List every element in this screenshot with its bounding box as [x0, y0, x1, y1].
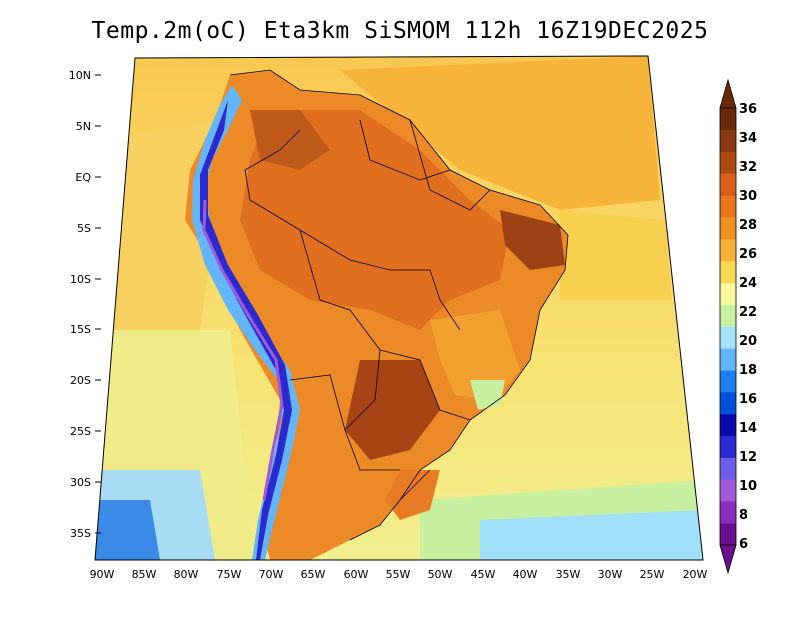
- colorbar-swatch: [720, 260, 736, 284]
- colorbar-max-arrow: [719, 78, 737, 109]
- hot-core-paraguay: [345, 360, 440, 460]
- colorbar-swatch: [720, 413, 736, 437]
- lat-label: 30S: [70, 476, 91, 489]
- lon-label: 20W: [683, 568, 708, 581]
- lon-label: 70W: [259, 568, 284, 581]
- lat-label: 5S: [77, 222, 91, 235]
- colorbar-label: 34: [739, 131, 757, 146]
- colorbar-label: 16: [739, 392, 757, 407]
- colorbar-min-arrow: [719, 544, 737, 575]
- lat-label: 35S: [70, 527, 91, 540]
- colorbar-label: 20: [739, 334, 757, 349]
- lon-label: 65W: [301, 568, 326, 581]
- lon-label: 35W: [556, 568, 581, 581]
- colorbar-swatch: [720, 239, 736, 262]
- colorbar-swatches: [719, 107, 737, 546]
- colorbar-label: 30: [739, 189, 757, 204]
- lon-label: 75W: [217, 568, 242, 581]
- colorbar-label: 28: [739, 218, 757, 233]
- colorbar-swatch: [720, 435, 736, 458]
- colorbar-label: 12: [739, 450, 757, 465]
- colorbar-swatch: [720, 129, 736, 152]
- map-title: Temp.2m(oC) Eta3km SiSMOM 112h 16Z19DEC2…: [91, 18, 709, 44]
- colorbar-swatch: [720, 392, 736, 415]
- colorbar-label: 8: [739, 508, 748, 523]
- political-boundaries: [229, 69, 569, 541]
- cool-south-atlantic-region: [480, 510, 703, 560]
- colorbar-label: 36: [739, 102, 757, 117]
- lon-label: 30W: [598, 568, 623, 581]
- colorbar-swatch: [720, 457, 736, 480]
- colorbar-swatch: [720, 173, 736, 196]
- colorbar-label: 24: [739, 276, 757, 291]
- andes-cold-band: [192, 85, 300, 560]
- atlantic-mid-region: [560, 210, 672, 300]
- colorbar-label: 10: [739, 479, 757, 494]
- colorbar-swatch: [720, 195, 736, 218]
- colorbar-label: 22: [739, 305, 757, 320]
- colorbar-label: 18: [739, 363, 757, 378]
- hot-core-northeast: [500, 210, 565, 270]
- cold-pacific-region: [95, 500, 160, 560]
- colorbar-swatch: [720, 501, 736, 524]
- colorbar-label: 26: [739, 247, 757, 262]
- lon-label: 90W: [90, 568, 115, 581]
- colorbar-swatch: [720, 348, 736, 371]
- highland-cool-spot: [470, 380, 505, 410]
- lon-label: 40W: [513, 568, 538, 581]
- lon-label: 55W: [386, 568, 411, 581]
- andes-summit-line: [202, 199, 284, 501]
- atlantic-warm-region: [340, 56, 660, 210]
- central-plateau-region: [430, 310, 520, 400]
- colorbar-swatch: [720, 282, 736, 305]
- lat-label: 10S: [70, 273, 91, 286]
- lat-label: 20S: [70, 374, 91, 387]
- lat-label: 5N: [76, 120, 91, 133]
- colorbar: 36 34 32 30 28 26 24 22 20 18 16 14 12 1…: [719, 78, 757, 575]
- colorbar-swatch: [720, 523, 736, 546]
- colorbar-swatch: [720, 151, 736, 174]
- longitude-axis: 90W 85W 80W 75W 70W 65W 60W 55W 50W 45W …: [90, 568, 708, 581]
- lat-label: 25S: [70, 425, 91, 438]
- lon-label: 85W: [132, 568, 157, 581]
- colorbar-label: 6: [739, 537, 748, 552]
- lon-label: 80W: [174, 568, 199, 581]
- map-panel[interactable]: [90, 50, 710, 570]
- colorbar-swatch: [720, 108, 736, 131]
- lon-label: 25W: [640, 568, 665, 581]
- colorbar-label: 32: [739, 160, 757, 175]
- colorbar-swatch: [720, 479, 736, 502]
- lon-label: 60W: [344, 568, 369, 581]
- lat-label: EQ: [75, 171, 91, 184]
- map-frame: [94, 55, 704, 561]
- lat-label: 15S: [70, 323, 91, 336]
- colorbar-swatch: [720, 217, 736, 240]
- lon-label: 45W: [471, 568, 496, 581]
- colorbar-swatch: [720, 326, 736, 349]
- colorbar-label: 14: [739, 421, 757, 436]
- south-warm-region: [385, 470, 440, 520]
- latitude-axis: 10N 5N EQ 5S 10S 15S 20S 25S 30S 35S: [69, 69, 101, 540]
- lat-label: 10N: [69, 69, 91, 82]
- colorbar-swatch: [720, 304, 736, 327]
- colorbar-swatch: [720, 370, 736, 393]
- lon-label: 50W: [428, 568, 453, 581]
